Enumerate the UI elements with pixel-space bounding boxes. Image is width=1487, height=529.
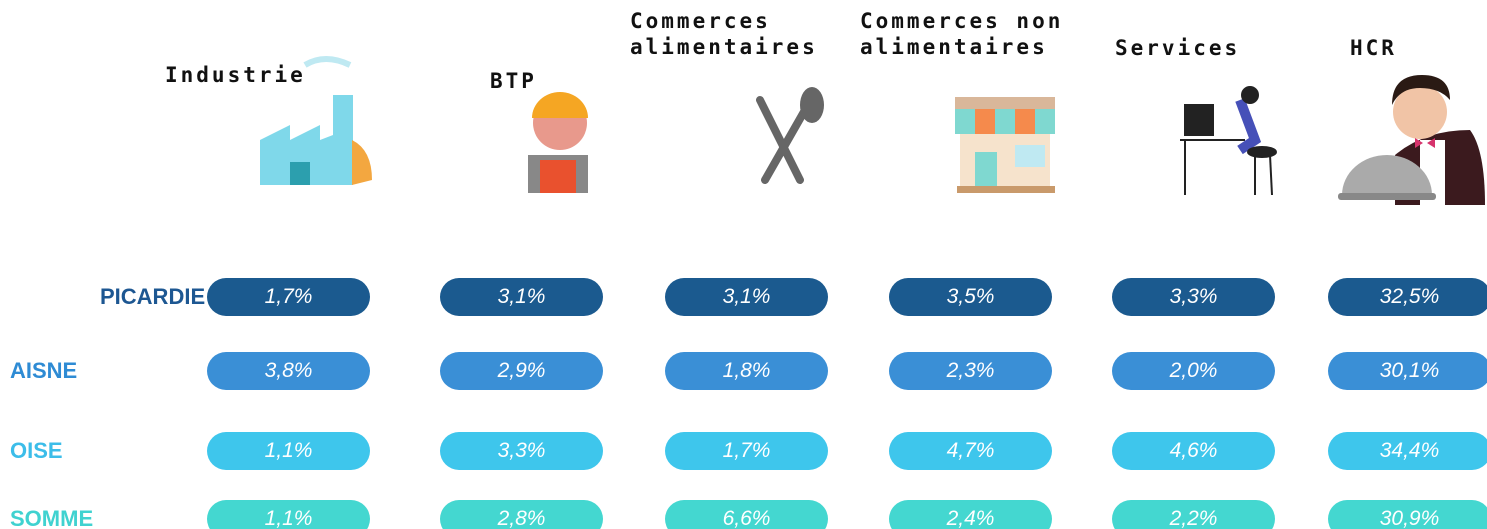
value-pill: 1,1% xyxy=(207,432,370,470)
row-label: SOMME xyxy=(10,506,93,529)
infographic: Industrie BTP Commerces alimentaires Commer… xyxy=(0,0,1487,529)
value-pill: 4,6% xyxy=(1112,432,1275,470)
value-pill: 34,4% xyxy=(1328,432,1487,470)
worker-icon xyxy=(528,92,588,193)
value-pill: 2,2% xyxy=(1112,500,1275,529)
value-pill: 32,5% xyxy=(1328,278,1487,316)
office-icon xyxy=(1180,87,1276,195)
value-pill: 1,8% xyxy=(665,352,828,390)
value-pill: 3,8% xyxy=(207,352,370,390)
value-pill: 3,3% xyxy=(440,432,603,470)
row-label: OISE xyxy=(10,438,63,464)
column-header: Commerces non alimentaires xyxy=(860,8,1070,60)
value-pill: 30,1% xyxy=(1328,352,1487,390)
value-pill: 4,7% xyxy=(889,432,1052,470)
value-pill: 2,3% xyxy=(889,352,1052,390)
value-pill: 1,1% xyxy=(207,500,370,529)
row-label: AISNE xyxy=(10,358,77,384)
value-pill: 3,3% xyxy=(1112,278,1275,316)
value-pill: 2,9% xyxy=(440,352,603,390)
value-pill: 3,5% xyxy=(889,278,1052,316)
value-pill: 2,8% xyxy=(440,500,603,529)
column-header: Industrie xyxy=(165,62,315,88)
value-pill: 30,9% xyxy=(1328,500,1487,529)
shop-icon xyxy=(955,97,1055,193)
value-pill: 3,1% xyxy=(665,278,828,316)
column-header: Commerces alimentaires xyxy=(630,8,830,60)
column-header: HCR xyxy=(1350,35,1430,61)
row-label: PICARDIE xyxy=(100,284,205,310)
value-pill: 2,4% xyxy=(889,500,1052,529)
cutlery-icon xyxy=(760,87,824,180)
column-header: Services xyxy=(1115,35,1265,61)
waiter-icon xyxy=(1338,75,1485,205)
value-pill: 2,0% xyxy=(1112,352,1275,390)
value-pill: 6,6% xyxy=(665,500,828,529)
value-pill: 1,7% xyxy=(665,432,828,470)
value-pill: 1,7% xyxy=(207,278,370,316)
value-pill: 3,1% xyxy=(440,278,603,316)
column-header: BTP xyxy=(490,68,570,94)
